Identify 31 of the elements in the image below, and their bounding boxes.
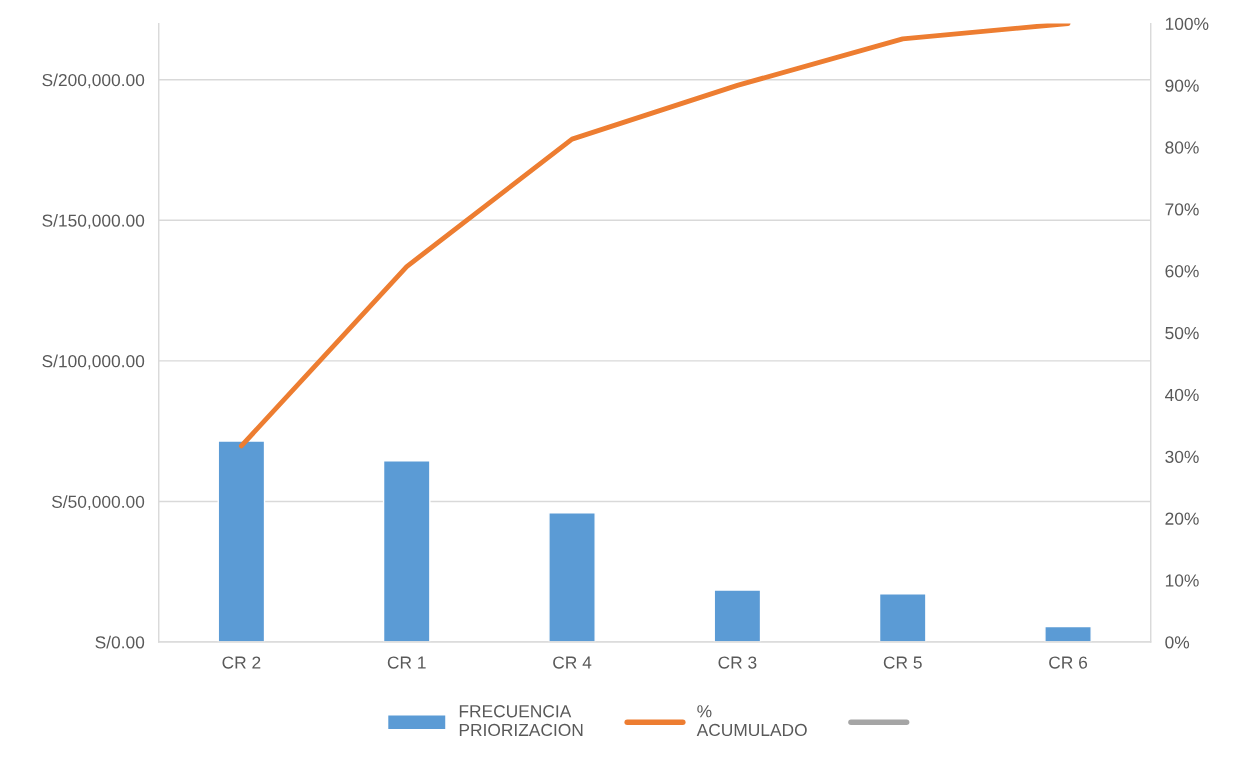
y2-tick-label: 90% bbox=[1165, 79, 1199, 92]
x-tick-label: CR 4 bbox=[553, 656, 592, 669]
x-tick-label: CR 2 bbox=[222, 656, 261, 669]
legend-label: FRECUENCIA PRIORIZACION bbox=[459, 705, 583, 737]
bar bbox=[548, 512, 596, 643]
bar bbox=[382, 460, 431, 643]
y-tick-label: S/150,000.00 bbox=[42, 214, 145, 229]
y2-tick-label: 60% bbox=[1165, 265, 1199, 278]
y-tick-label: S/0.00 bbox=[95, 635, 145, 649]
x-tick-label: CR 1 bbox=[387, 656, 426, 669]
legend-label: % ACUMULADO bbox=[696, 705, 807, 737]
x-tick-label: CR 6 bbox=[1049, 656, 1088, 669]
x-tick-label: CR 3 bbox=[718, 656, 757, 669]
y2-tick-label: 80% bbox=[1165, 141, 1199, 154]
bar bbox=[217, 440, 266, 643]
x-tick-label: CR 5 bbox=[883, 656, 922, 669]
y-tick-label: S/100,000.00 bbox=[42, 354, 145, 370]
bar bbox=[878, 593, 927, 643]
bar bbox=[713, 589, 762, 643]
y2-tick-label: 70% bbox=[1165, 203, 1199, 216]
y2-tick-label: 0% bbox=[1165, 636, 1190, 649]
y2-tick-label: 30% bbox=[1165, 450, 1199, 463]
y2-tick-label: 50% bbox=[1165, 326, 1199, 340]
bar bbox=[1044, 625, 1092, 643]
y2-tick-label: 20% bbox=[1165, 512, 1199, 525]
y2-tick-label: 40% bbox=[1165, 388, 1199, 402]
y-tick-label: S/50,000.00 bbox=[51, 495, 145, 510]
line-series bbox=[238, 23, 1071, 449]
y-tick-label: S/200,000.00 bbox=[42, 73, 145, 89]
y2-tick-label: 10% bbox=[1165, 574, 1199, 587]
y2-tick-label: 100% bbox=[1165, 17, 1209, 30]
